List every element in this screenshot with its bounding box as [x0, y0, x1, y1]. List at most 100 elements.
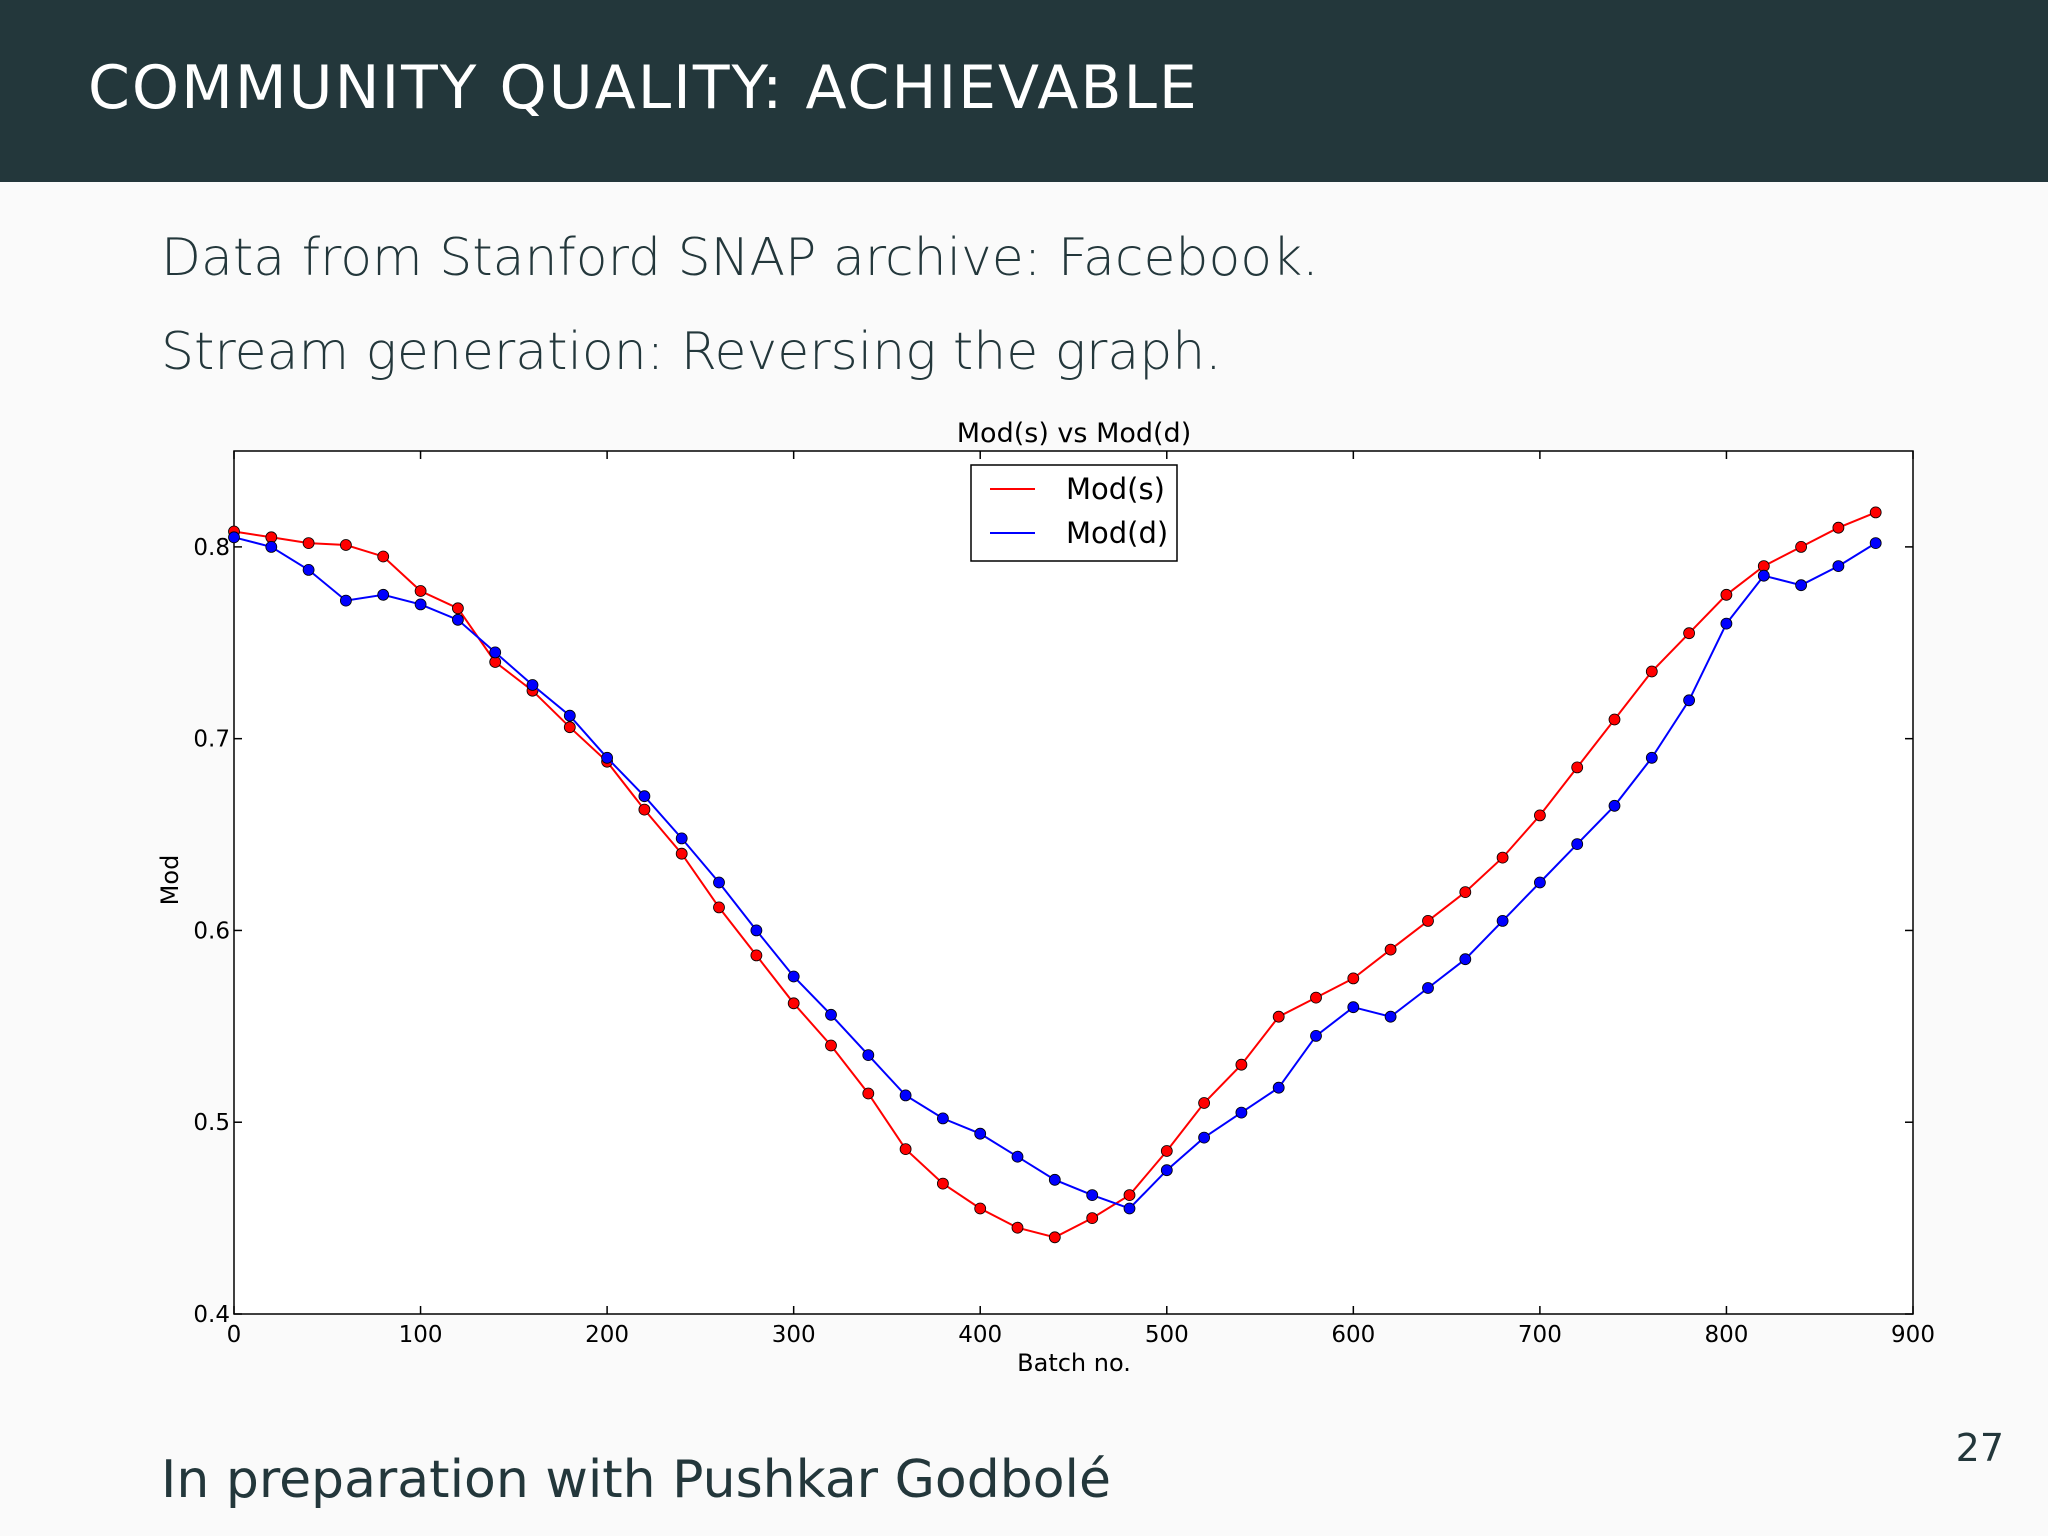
- data-point: [1683, 694, 1695, 707]
- data-point: [1235, 1058, 1248, 1071]
- data-point: [377, 550, 390, 563]
- data-point: [1832, 521, 1845, 534]
- data-point: [1795, 579, 1807, 592]
- data-point: [1384, 1010, 1397, 1023]
- data-point: [937, 1112, 949, 1125]
- x-axis-title: Batch no.: [1017, 1349, 1131, 1377]
- data-point: [1160, 1164, 1173, 1177]
- data-point: [1048, 1173, 1061, 1186]
- chart-title: Mod(s) vs Mod(d): [957, 418, 1191, 449]
- data-point: [1795, 541, 1807, 553]
- legend-box: [970, 464, 1178, 562]
- data-point: [1608, 713, 1621, 726]
- data-point: [1347, 1001, 1360, 1014]
- data-point: [1123, 1202, 1136, 1215]
- title-bar: COMMUNITY QUALITY: ACHIEVABLE: [0, 0, 2048, 182]
- data-point: [899, 1143, 912, 1155]
- page-number: 27: [1955, 1426, 2004, 1470]
- footer-note: In preparation with Pushkar Godbolé: [161, 1450, 1111, 1510]
- data-point: [1869, 506, 1882, 519]
- data-point: [228, 531, 240, 544]
- data-point: [1160, 1145, 1173, 1157]
- data-point: [339, 539, 352, 551]
- data-point: [1645, 665, 1658, 678]
- data-point: [1459, 953, 1472, 966]
- data-point: [638, 790, 651, 803]
- data-point: [1869, 537, 1882, 549]
- data-point: [750, 924, 763, 937]
- data-point: [451, 602, 464, 615]
- data-point: [1832, 560, 1845, 572]
- data-point: [937, 1177, 949, 1190]
- data-point: [1496, 851, 1509, 864]
- data-point: [601, 751, 613, 764]
- data-point: [1534, 809, 1546, 822]
- x-tick-label: 500: [1145, 1322, 1189, 1348]
- data-point: [302, 564, 315, 576]
- x-tick-label: 0: [227, 1322, 242, 1348]
- axis-ticks: 0 100 200 300 400 500 600 700 800 900 0.4 0.5 0.6 0.7…: [193, 451, 1935, 1348]
- data-point: [1347, 972, 1360, 985]
- data-point: [1422, 915, 1434, 927]
- x-tick-label: 700: [1518, 1322, 1562, 1348]
- data-point: [1011, 1150, 1024, 1163]
- bullet-stream-generation: Stream generation: Reversing the graph.: [161, 322, 1222, 382]
- data-point: [1048, 1231, 1061, 1244]
- data-point: [1123, 1189, 1136, 1201]
- data-point: [1422, 982, 1434, 994]
- data-point: [414, 585, 427, 597]
- data-point: [377, 588, 390, 601]
- series-mod-d: [228, 531, 1882, 1215]
- data-point: [526, 679, 539, 691]
- data-point: [713, 876, 725, 889]
- data-point: [1571, 761, 1584, 774]
- data-point: [414, 598, 427, 611]
- data-point: [638, 803, 651, 816]
- data-point: [675, 847, 688, 860]
- data-point: [265, 541, 278, 553]
- data-point: [1534, 876, 1546, 889]
- data-point: [1459, 886, 1472, 898]
- data-point: [862, 1087, 875, 1100]
- plot-area: [233, 450, 1914, 1315]
- data-point: [825, 1039, 837, 1052]
- x-tick-label: 900: [1891, 1322, 1935, 1348]
- data-point: [675, 832, 688, 845]
- data-point: [1272, 1081, 1285, 1094]
- data-point: [750, 949, 763, 962]
- data-point: [1011, 1221, 1024, 1234]
- y-tick-label: 0.4: [193, 1302, 230, 1328]
- x-tick-label: 400: [958, 1322, 1002, 1348]
- data-point: [1496, 915, 1509, 927]
- data-point: [1086, 1212, 1099, 1224]
- data-point: [1235, 1106, 1248, 1119]
- data-point: [563, 709, 576, 722]
- x-tick-label: 200: [585, 1322, 629, 1348]
- data-point: [862, 1049, 875, 1061]
- series-mod-s: [228, 506, 1882, 1244]
- y-tick-label: 0.6: [193, 918, 230, 944]
- data-point: [974, 1127, 987, 1140]
- x-tick-label: 800: [1704, 1322, 1748, 1348]
- data-point: [1086, 1189, 1099, 1201]
- data-point: [451, 613, 464, 626]
- legend-label-mod-d: Mod(d): [1066, 516, 1168, 550]
- data-point: [825, 1008, 837, 1021]
- data-point: [1198, 1131, 1210, 1144]
- data-point: [713, 901, 725, 914]
- bullet-data-source: Data from Stanford SNAP archive: Faceboo…: [161, 228, 1319, 288]
- x-tick-label: 100: [399, 1322, 443, 1348]
- data-point: [1720, 617, 1733, 630]
- data-point: [563, 721, 576, 734]
- x-tick-label: 600: [1331, 1322, 1375, 1348]
- data-point: [1384, 943, 1397, 956]
- data-point: [1683, 627, 1695, 640]
- data-point: [974, 1202, 987, 1215]
- x-tick-label: 300: [772, 1322, 816, 1348]
- data-point: [787, 997, 800, 1010]
- y-tick-label: 0.5: [193, 1110, 230, 1136]
- data-point: [1272, 1010, 1285, 1023]
- data-point: [1310, 991, 1322, 1004]
- data-point: [302, 537, 315, 549]
